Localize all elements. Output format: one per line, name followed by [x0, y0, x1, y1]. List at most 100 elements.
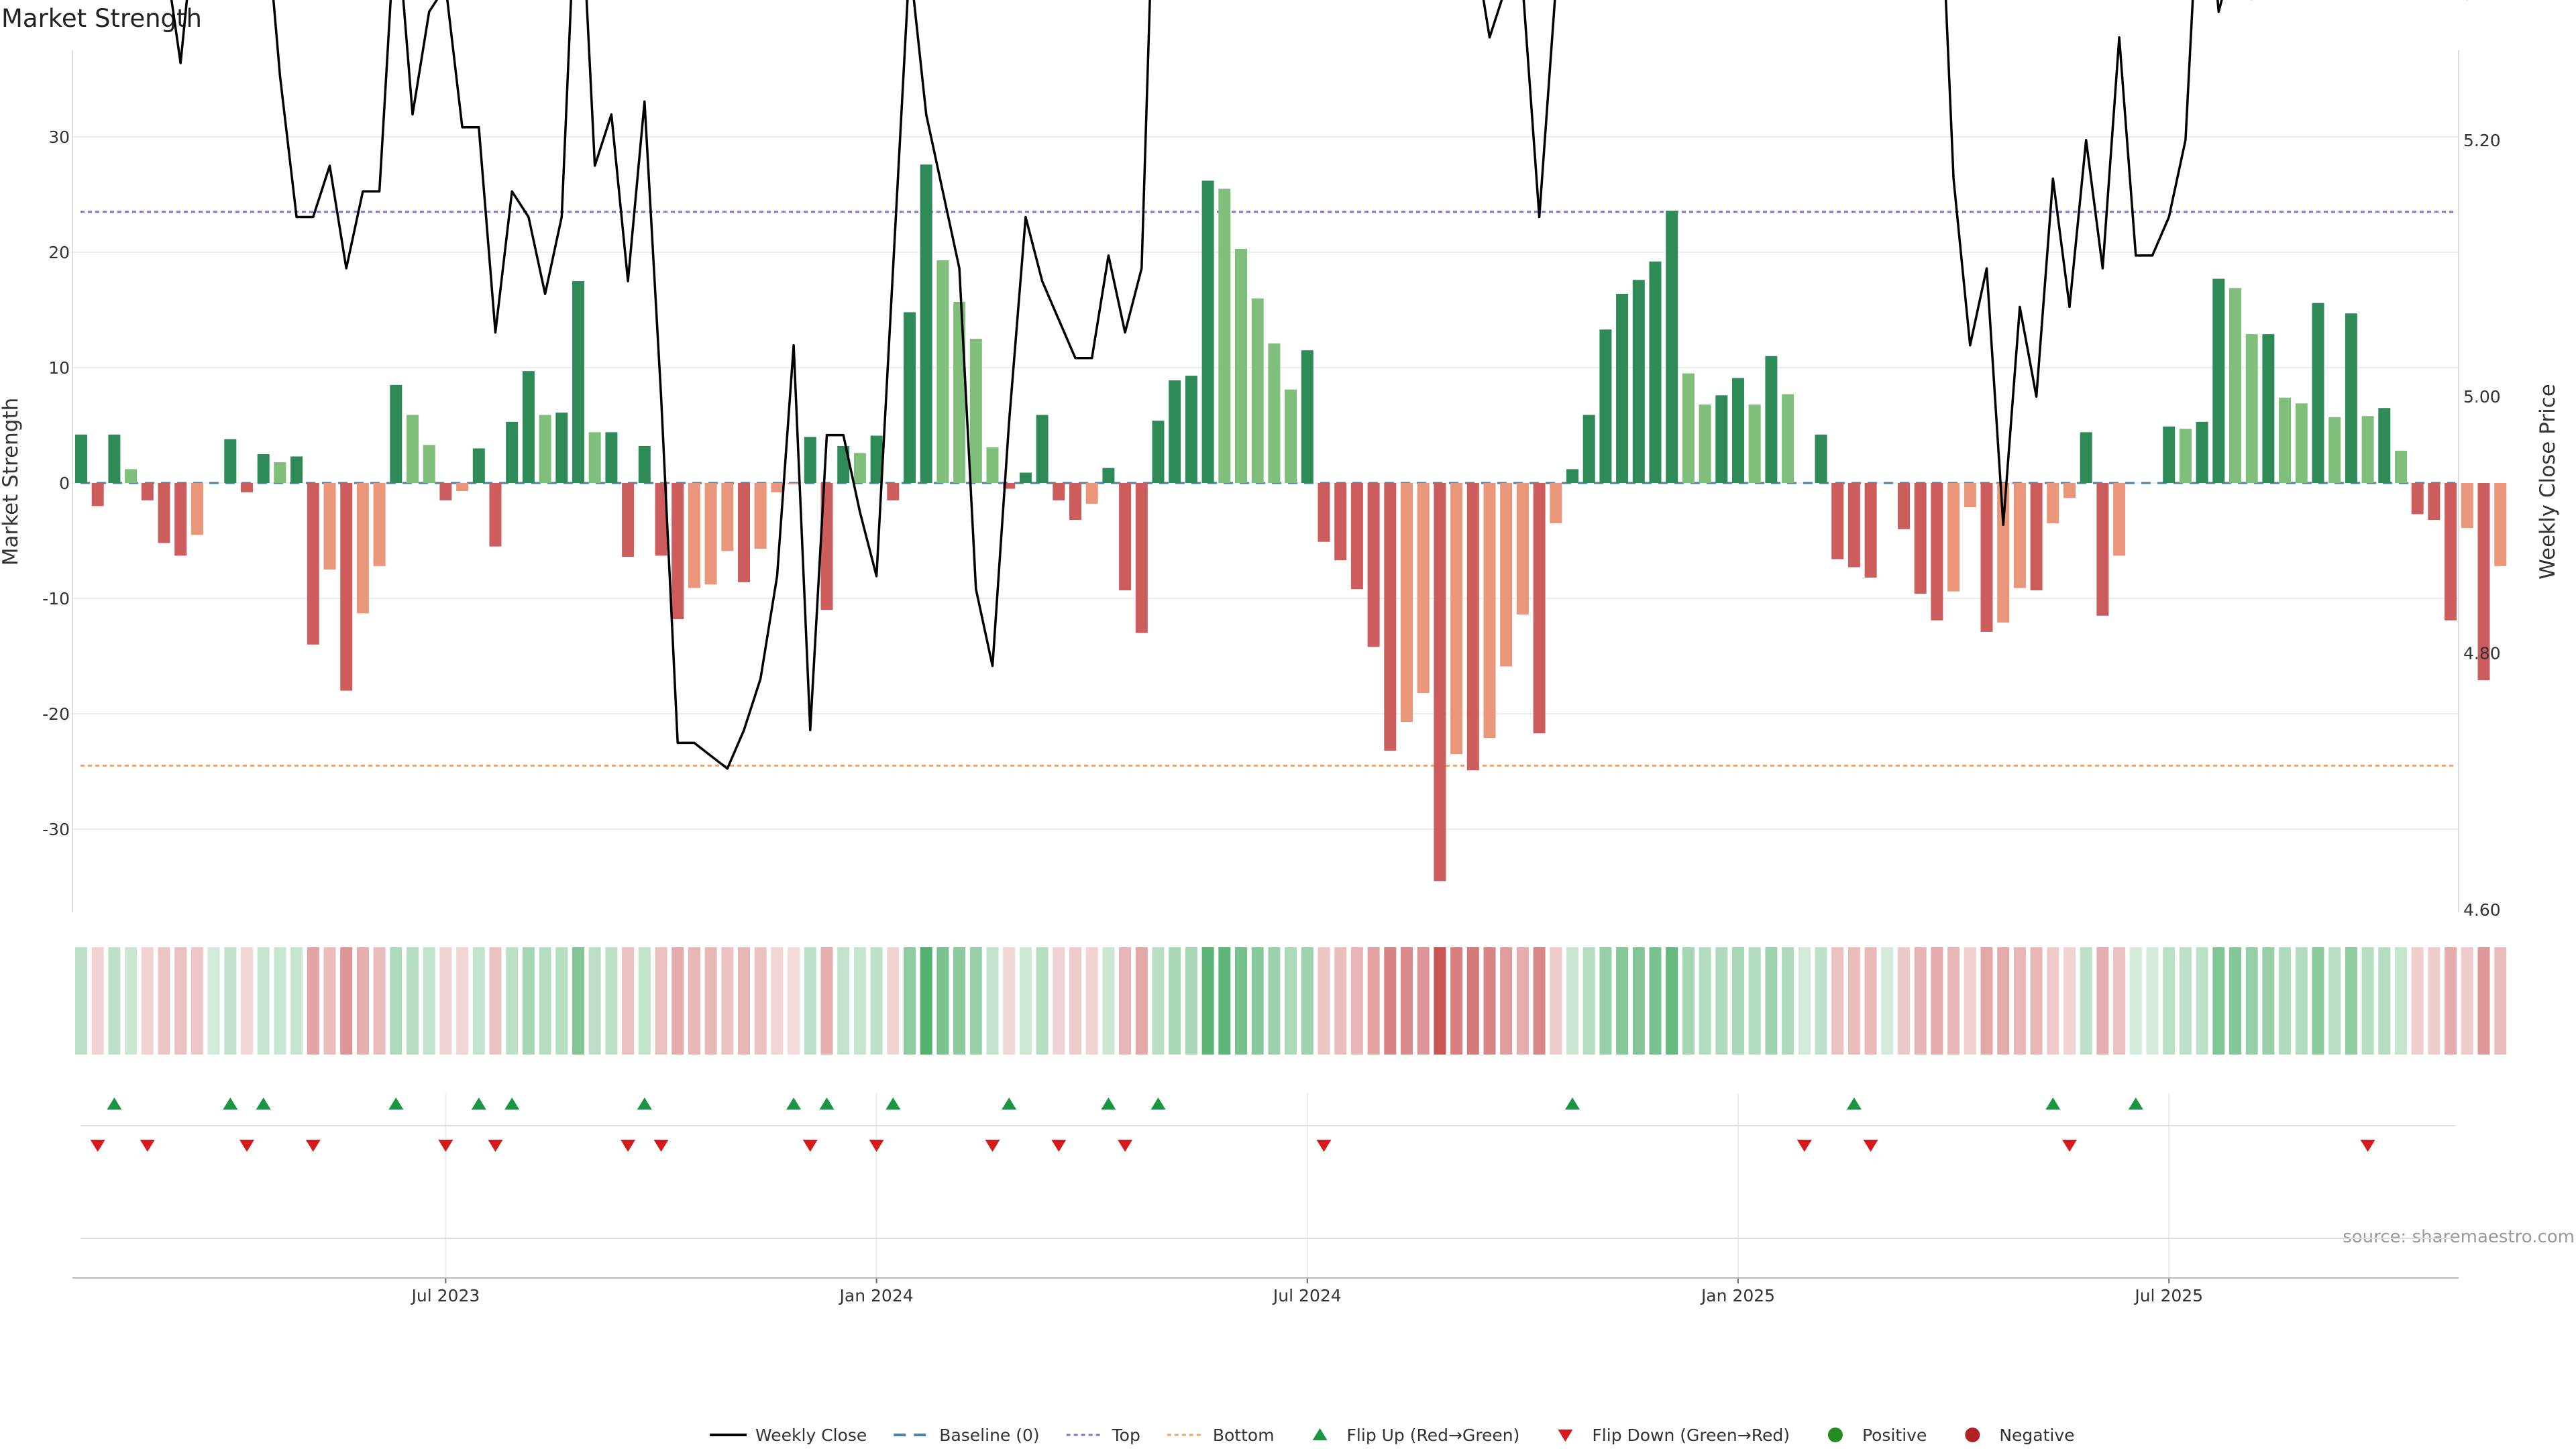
strength-bar [2096, 483, 2109, 616]
heat-cell [2262, 947, 2275, 1055]
heat-cell [1616, 947, 1629, 1055]
heat-cell [2229, 947, 2241, 1055]
flip-down-marker [621, 1140, 636, 1152]
strength-bar [2477, 483, 2490, 681]
strength-bar [1831, 483, 1844, 559]
left-tick-label: 20 [48, 243, 70, 262]
heat-cell [2163, 947, 2176, 1055]
strength-bar [1135, 483, 1148, 633]
legend-swatch-flip-up [1312, 1428, 1328, 1440]
strength-bar [241, 483, 253, 492]
left-tick-label: 30 [48, 127, 70, 147]
strength-bar [1997, 483, 2010, 623]
strength-bar [2494, 483, 2507, 566]
legend-item-negative[interactable]: Negative [1965, 1426, 2075, 1445]
heat-cell [158, 947, 170, 1055]
flip-markers [90, 1097, 2375, 1152]
legend-item-line[interactable]: Weekly Close [710, 1426, 867, 1445]
strength-bar [390, 384, 402, 483]
heat-cell [2063, 947, 2076, 1055]
heat-cell [2345, 947, 2357, 1055]
legend-item-flip_down[interactable]: Flip Down (Green→Red) [1558, 1426, 1790, 1445]
heat-cell [721, 947, 734, 1055]
heat-cell [1334, 947, 1347, 1055]
right-axis-label: Weekly Close Price [2536, 384, 2560, 580]
strength-bar [1334, 483, 1347, 561]
heat-cell [920, 947, 932, 1055]
heat-cell [2295, 947, 2308, 1055]
heat-cell [1401, 947, 1413, 1055]
legend-item-top[interactable]: Top [1066, 1426, 1140, 1445]
strength-bar [1318, 483, 1330, 542]
strength-bar [1765, 356, 1778, 483]
legend-item-positive[interactable]: Positive [1827, 1426, 1927, 1445]
heat-cell [1350, 947, 1363, 1055]
flip-up-marker [1150, 1097, 1166, 1110]
strength-bar [1235, 248, 1247, 483]
strength-bar [108, 434, 121, 483]
strength-bar [1632, 280, 1645, 483]
flip-up-marker [819, 1097, 835, 1110]
strength-bar [837, 445, 850, 483]
strength-bar [721, 483, 734, 551]
heat-cell [1169, 947, 1181, 1055]
legend-label: Top [1112, 1426, 1140, 1445]
heat-cell [804, 947, 816, 1055]
strength-bar [688, 483, 700, 588]
heat-cell [1782, 947, 1794, 1055]
strength-bar [1931, 483, 1943, 621]
heat-cell [1649, 947, 1662, 1055]
strength-bar [1401, 483, 1413, 722]
heat-cell [555, 947, 568, 1055]
strength-bar [1599, 329, 1612, 483]
strength-bar [2080, 432, 2092, 483]
strength-bar [672, 483, 684, 619]
strength-bar [2428, 483, 2440, 521]
flip-up-marker [256, 1097, 271, 1110]
strength-bar [472, 448, 485, 483]
heat-cell [738, 947, 750, 1055]
strength-bar [887, 483, 900, 500]
heat-cell [853, 947, 866, 1055]
strength-bar [2030, 483, 2043, 590]
flip-up-marker [2128, 1097, 2143, 1110]
flip-up-marker [2045, 1097, 2061, 1110]
heat-cell [340, 947, 353, 1055]
heat-cell [2279, 947, 2292, 1055]
heat-cell [356, 947, 369, 1055]
left-tick-label: -10 [42, 589, 70, 608]
strength-bar [125, 469, 138, 483]
heat-cell [1384, 947, 1397, 1055]
strength-bar [1102, 468, 1115, 483]
strength-bar [1301, 350, 1313, 483]
legend-item-flip_up[interactable]: Flip Up (Red→Green) [1312, 1426, 1520, 1445]
strength-bar [1748, 405, 1761, 483]
heat-cell [936, 947, 949, 1055]
heat-cell [1036, 947, 1049, 1055]
legend-item-baseline[interactable]: Baseline (0) [894, 1426, 1040, 1445]
strength-bar [1053, 483, 1065, 500]
heat-cell [207, 947, 220, 1055]
heat-cell [456, 947, 469, 1055]
strength-bar [75, 434, 87, 483]
strength-bar [1699, 405, 1711, 483]
strength-bar [572, 281, 584, 483]
strength-bar [1119, 483, 1132, 590]
legend-item-bottom[interactable]: Bottom [1167, 1426, 1275, 1445]
strength-bar [1616, 293, 1629, 483]
strength-bar [820, 483, 833, 610]
heat-cell [423, 947, 435, 1055]
flip-down-marker [90, 1140, 105, 1152]
heat-cell [1285, 947, 1297, 1055]
heat-cell [1069, 947, 1081, 1055]
strength-bar [738, 483, 750, 582]
strength-bar [2179, 429, 2192, 483]
left-tick-label: -30 [42, 820, 70, 839]
heat-cell [2212, 947, 2225, 1055]
heat-cell [1152, 947, 1165, 1055]
strength-bar [771, 483, 784, 492]
legend-label: Weekly Close [755, 1426, 867, 1445]
heat-cell [472, 947, 485, 1055]
strength-bar [1069, 483, 1081, 521]
strength-bar [506, 421, 519, 483]
